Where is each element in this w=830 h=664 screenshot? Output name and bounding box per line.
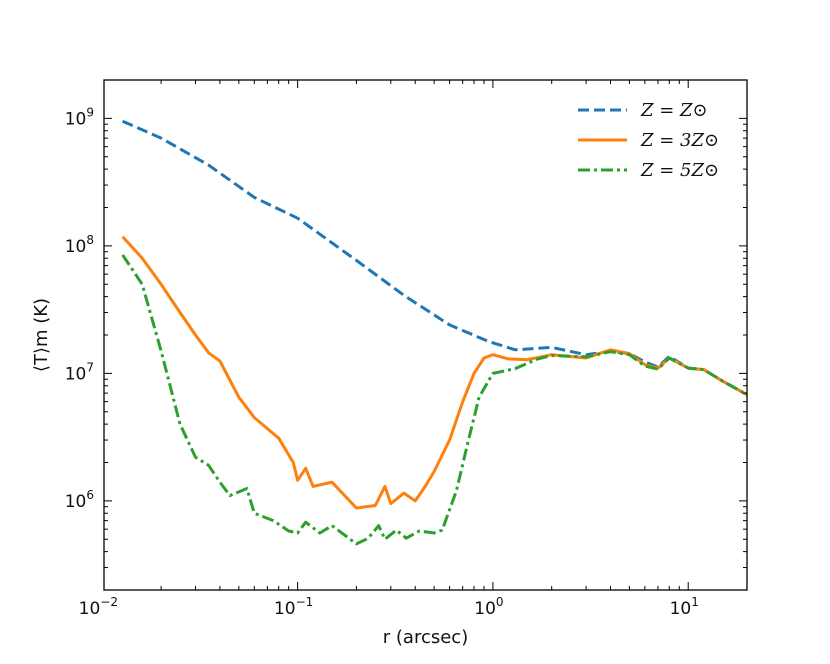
- series-layer: [121, 119, 748, 546]
- x-axis-label: r (arcsec): [383, 627, 468, 648]
- plot-frame: [103, 79, 748, 591]
- y-tick-label: 107: [65, 360, 94, 384]
- ticks-layer: [104, 79, 748, 591]
- series-line-3: [121, 254, 748, 546]
- x-tick-label: 100: [474, 595, 503, 619]
- y-tick-label: 106: [65, 488, 94, 512]
- legend-label-2: Z = 3Z⊙: [640, 130, 719, 151]
- x-tick-label: 101: [670, 595, 699, 619]
- x-tick-label: 10−1: [274, 595, 313, 619]
- tick-labels-layer: 10−2 10−1 100 101 106 107 108 109: [65, 105, 699, 619]
- legend: Z = Z⊙ Z = 3Z⊙ Z = 5Z⊙: [578, 100, 719, 181]
- y-tick-label: 109: [65, 105, 94, 129]
- legend-label-3: Z = 5Z⊙: [640, 160, 719, 181]
- legend-label-1: Z = Z⊙: [640, 100, 708, 121]
- y-tick-label: 108: [65, 233, 94, 257]
- x-tick-label: 10−2: [79, 595, 118, 619]
- y-axis-label: ⟨T⟩m (K): [31, 298, 52, 372]
